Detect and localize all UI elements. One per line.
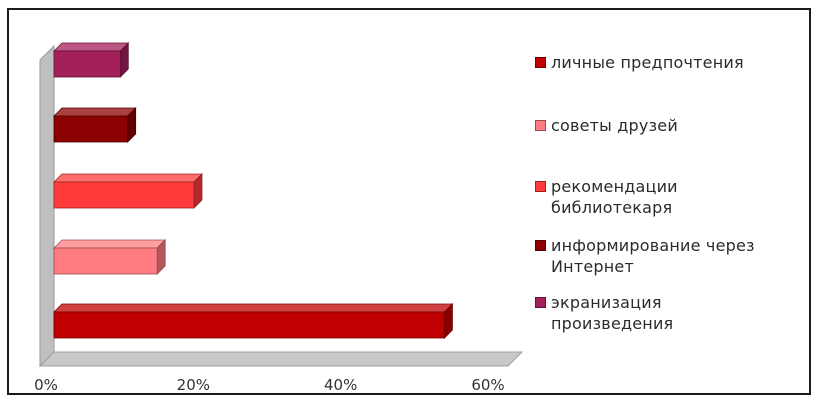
bar-front-face: [53, 311, 445, 339]
bar-front-face: [53, 181, 195, 209]
x-tick-label: 60%: [471, 376, 504, 394]
bar: [53, 42, 130, 78]
legend-swatch: [535, 297, 546, 308]
bar-front-face: [53, 247, 158, 275]
bar-front-face: [53, 115, 129, 143]
bar-top-face: [53, 107, 137, 117]
chart-side-wall: [39, 44, 55, 368]
legend-item: советы друзей: [535, 115, 810, 136]
legend-swatch: [535, 57, 546, 68]
bar-front-face: [53, 50, 121, 78]
bar: [53, 173, 203, 209]
legend-item: информирование через Интернет: [535, 235, 810, 277]
x-tick-label: 40%: [324, 376, 357, 394]
legend-label: рекомендации библиотекаря: [551, 177, 678, 217]
legend-label: советы друзей: [551, 116, 678, 135]
legend-item: рекомендации библиотекаря: [535, 176, 810, 218]
legend-swatch: [535, 120, 546, 131]
x-tick-label: 0%: [34, 376, 58, 394]
bar-top-face: [53, 173, 203, 183]
bar-top-face: [53, 303, 454, 313]
legend-label: экранизация произведения: [551, 293, 674, 333]
legend-item: экранизация произведения: [535, 292, 810, 334]
legend-item: личные предпочтения: [535, 52, 810, 73]
bar: [53, 239, 167, 275]
bar: [53, 303, 454, 339]
legend-swatch: [535, 181, 546, 192]
bar-top-face: [53, 239, 167, 249]
bar-top-face: [53, 42, 130, 52]
bar: [53, 107, 137, 143]
chart-floor: [38, 351, 524, 367]
legend-swatch: [535, 240, 546, 251]
x-tick-label: 20%: [177, 376, 210, 394]
legend-label: информирование через Интернет: [551, 236, 755, 276]
legend-label: личные предпочтения: [551, 53, 744, 72]
